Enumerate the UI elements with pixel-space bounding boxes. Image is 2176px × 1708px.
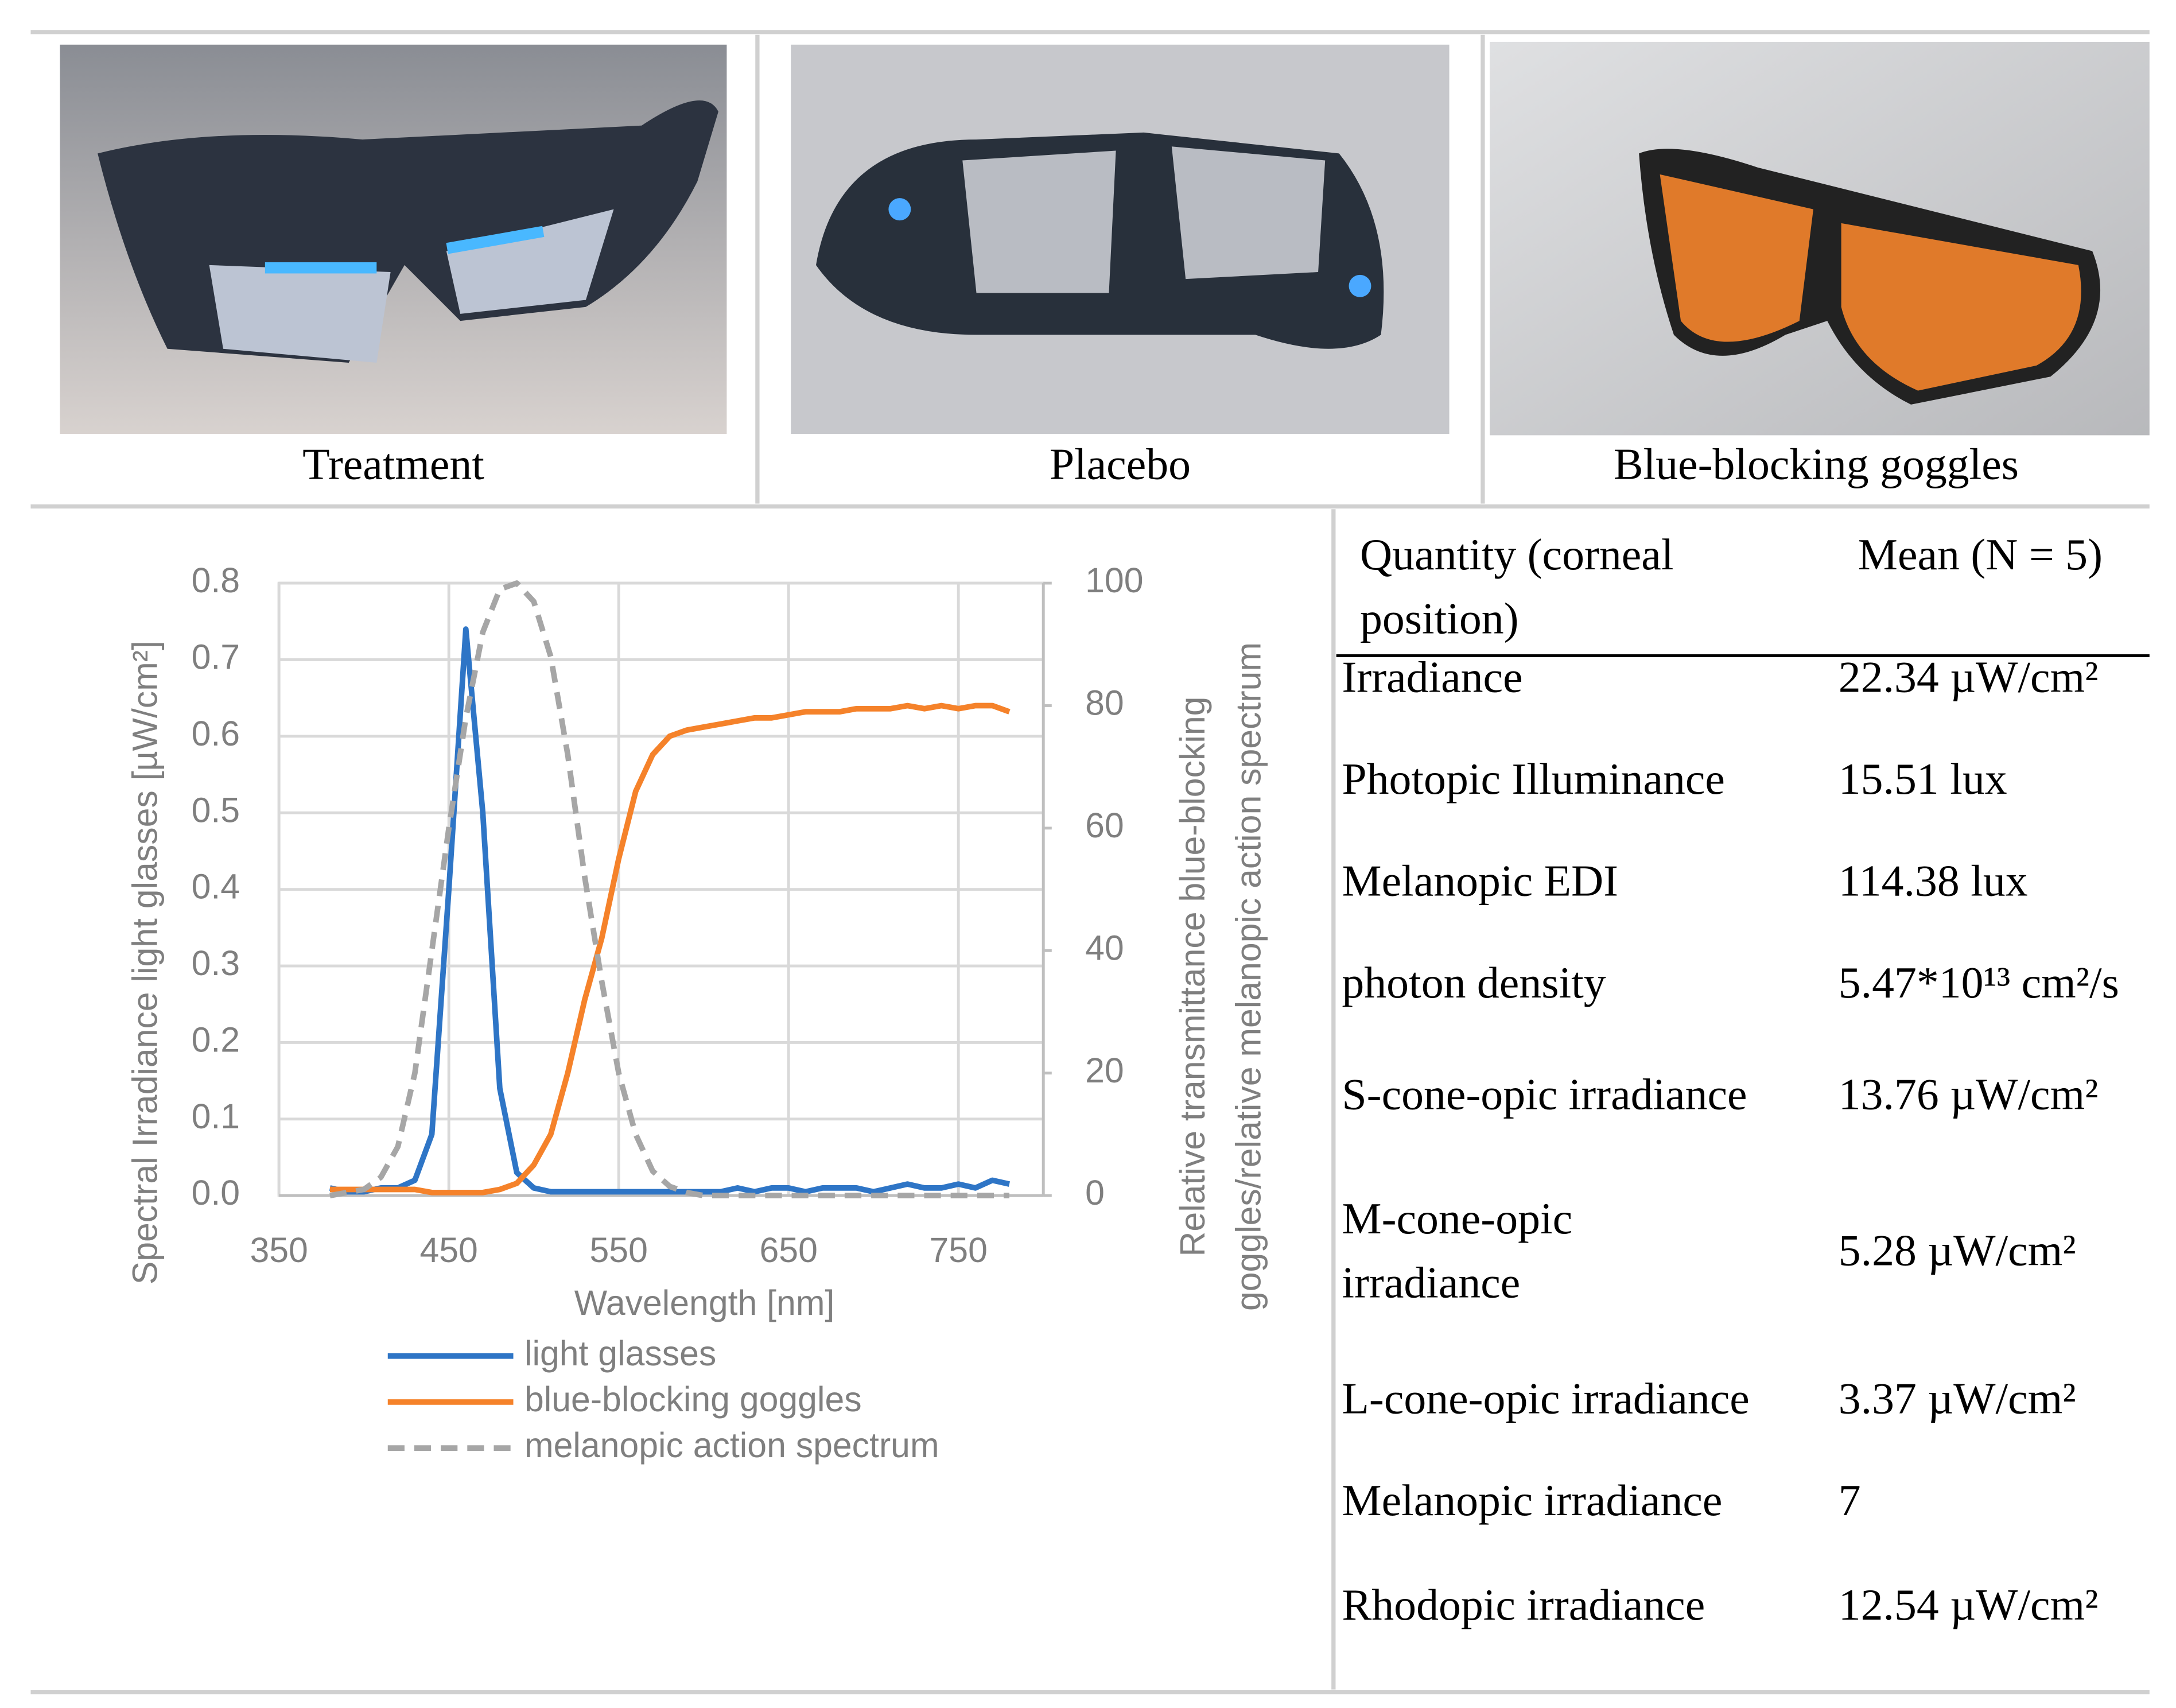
y2-tick-label: 100 (1085, 561, 1143, 600)
table-cell: Rhodopic irradiance (1342, 1579, 1705, 1630)
y-tick-label: 0.6 (192, 714, 240, 753)
y2-tick-label: 20 (1085, 1051, 1124, 1090)
x-tick-label: 350 (250, 1230, 308, 1270)
table-body: Quantity (corneal position) Mean (N = 5) I… (1334, 509, 2170, 1695)
legend-label: melanopic action spectrum (524, 1426, 939, 1465)
y-tick-label: 0.4 (192, 867, 240, 906)
y-tick-label: 0.8 (192, 561, 240, 600)
series-line (329, 626, 1011, 1195)
table-cell: Melanopic EDI (1342, 855, 1619, 906)
table: Quantity (corneal position) Mean (N = 5) I… (1334, 509, 2170, 1695)
y2-tick-label: 0 (1085, 1173, 1105, 1212)
photo-caption: Placebo (1050, 440, 1191, 489)
table-cell: Irradiance (1342, 651, 1523, 702)
table-cell: 22.34 µW/cm² (1838, 651, 2099, 702)
x-tick-label: 550 (590, 1230, 648, 1270)
y-tick-label: 0.7 (192, 638, 240, 677)
chart: 0.0 0.1 0.2 0.3 0.4 0.5 0.6 0.7 0.8 350 450 550 650 7… (126, 561, 1268, 1465)
table-cell: S-cone-opic irradiance (1342, 1068, 1747, 1119)
table-cell: L-cone-opic irradiance (1342, 1372, 1750, 1423)
table-cell: Quantity (corneal position) (1360, 529, 1674, 643)
series-line (329, 580, 1010, 1199)
photo-caption: Blue-blocking goggles (1614, 440, 2019, 489)
y-tick-label: 0.2 (192, 1020, 240, 1059)
table-cell: M-cone-opic irradiance (1342, 1193, 1573, 1307)
x-tick-label: 750 (930, 1230, 988, 1270)
y-tick-label: 0.5 (192, 790, 240, 829)
photo (791, 44, 1450, 434)
legend-label: light glasses (524, 1334, 716, 1373)
table-cell: 5.47*10¹³ cm²/s (1838, 957, 2119, 1008)
y-tick-label: 0.3 (192, 944, 240, 983)
y2-axis-title: Relative transmittance blue-blocking (1173, 697, 1212, 1257)
table-cell: Mean (N = 5) (1858, 529, 2103, 579)
x-tick-label: 650 (760, 1230, 818, 1270)
x-tick-label: 450 (419, 1230, 477, 1270)
y-tick-label: 0.1 (192, 1097, 240, 1136)
photo (60, 44, 727, 434)
table-cell: Melanopic irradiance (1342, 1474, 1723, 1525)
table-cell: 114.38 lux (1838, 855, 2028, 906)
table-cell: 12.54 µW/cm² (1838, 1579, 2099, 1630)
table-cell: 13.76 µW/cm² (1838, 1068, 2099, 1119)
y2-tick-label: 60 (1085, 806, 1124, 845)
table-cell: Photopic Illuminance (1342, 753, 1725, 804)
series-line (329, 702, 1011, 1195)
table-cell: 5.28 µW/cm² (1838, 1225, 2076, 1275)
y-tick-label: 0.0 (192, 1173, 240, 1212)
table-cell: 7 (1838, 1474, 1861, 1525)
y-axis-title: Spectral Irradiance light glasses [µW/cm… (126, 640, 165, 1284)
table-cell: photon density (1342, 957, 1606, 1008)
y2-axis-title: goggles/relative melanopic action spectr… (1229, 642, 1268, 1311)
table-cell: 15.51 lux (1838, 753, 2007, 804)
y2-tick-label: 40 (1085, 928, 1124, 967)
legend-label: blue-blocking goggles (524, 1380, 862, 1419)
photo (1490, 41, 2150, 436)
x-axis-title: Wavelength [nm] (574, 1283, 835, 1322)
header-rule (1336, 654, 2150, 657)
photo-caption: Treatment (302, 440, 484, 489)
table-cell: 3.37 µW/cm² (1838, 1372, 2076, 1423)
y2-tick-label: 80 (1085, 684, 1124, 723)
